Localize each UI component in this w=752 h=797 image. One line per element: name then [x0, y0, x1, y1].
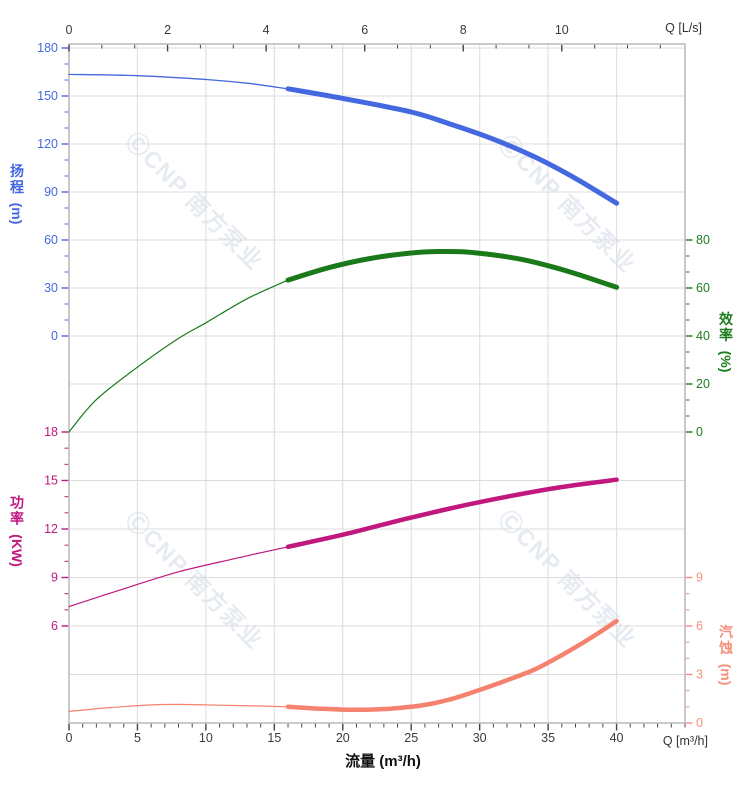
top-axis-unit-label: Q [L/s]: [665, 21, 702, 35]
power_curve-thin: [68, 546, 289, 608]
efficiency-axis-title: 效率 (%): [718, 311, 734, 373]
efficiency-axis-title-text: 效率: [718, 311, 734, 344]
bottom-tick-label: 30: [473, 731, 487, 745]
npsh_curve-thin: [68, 703, 289, 712]
power-tick-label: 15: [44, 474, 58, 488]
head-axis-title-text: 扬程: [9, 163, 25, 196]
power-tick-label: 18: [44, 425, 58, 439]
axis-labels-layer: 0 2 4 6 8 100 5 10 15 20 25 30 35 4003060901201501800…: [37, 23, 710, 745]
head-tick-label: 90: [44, 185, 58, 199]
top-tick-label: 10: [555, 23, 569, 37]
head-axis-title: 扬程 (m): [9, 163, 25, 225]
power-axis-title-text: 功率: [9, 495, 25, 528]
curves-layer: [68, 73, 620, 712]
efficiency_curve-thick: [285, 248, 620, 290]
efficiency-tick-label: 20: [696, 377, 710, 391]
npsh-tick-label: 3: [696, 668, 703, 682]
watermark-text: ⒸCNP 南方泵业: [493, 505, 641, 653]
power_curve-thick: [285, 477, 619, 550]
bottom-tick-label: 35: [541, 731, 555, 745]
npsh-axis-unit: (m): [718, 663, 734, 686]
head-tick-label: 30: [44, 281, 58, 295]
head-tick-label: 60: [44, 233, 58, 247]
head_curve-thin: [68, 73, 289, 90]
bottom-tick-label: 25: [404, 731, 418, 745]
efficiency-axis-unit: (%): [718, 350, 734, 373]
efficiency-tick-label: 0: [696, 425, 703, 439]
head-tick-label: 180: [37, 41, 58, 55]
bottom-tick-label: 40: [610, 731, 624, 745]
npsh_curve-thick: [285, 618, 619, 712]
bottom-axis-unit-label: Q [m³/h]: [662, 734, 708, 748]
top-tick-label: 4: [263, 23, 270, 37]
efficiency-tick-label: 40: [696, 329, 710, 343]
power-tick-label: 6: [51, 619, 58, 633]
grid-layer: [69, 44, 685, 723]
top-tick-label: 6: [361, 23, 368, 37]
power-axis-title: 功率 (KW): [9, 495, 25, 567]
plot-border: [68, 43, 686, 724]
npsh-tick-label: 6: [696, 619, 703, 633]
top-tick-label: 8: [460, 23, 467, 37]
npsh-tick-label: 0: [696, 716, 703, 730]
efficiency-tick-label: 80: [696, 233, 710, 247]
watermark-text: ⒸCNP 南方泵业: [120, 127, 268, 275]
flow-axis-title: 流量 (m³/h): [345, 753, 421, 770]
bottom-tick-label: 10: [199, 731, 213, 745]
head-tick-label: 0: [51, 329, 58, 343]
head-tick-label: 120: [37, 137, 58, 151]
efficiency-tick-label: 60: [696, 281, 710, 295]
bottom-tick-label: 5: [134, 731, 141, 745]
top-tick-label: 0: [66, 23, 73, 37]
efficiency_curve-thin: [68, 279, 289, 433]
power-axis-unit: (KW): [9, 534, 25, 567]
head-axis-unit: (m): [9, 202, 25, 225]
head_curve-thick: [285, 86, 620, 206]
bottom-tick-label: 15: [267, 731, 281, 745]
npsh-axis-title: 汽蚀 (m): [718, 624, 734, 686]
head-tick-label: 150: [37, 89, 58, 103]
bottom-tick-label: 0: [66, 731, 73, 745]
top-tick-label: 2: [164, 23, 171, 37]
power-tick-label: 12: [44, 522, 58, 536]
axis-ticks-layer: [61, 44, 693, 731]
npsh-axis-title-text: 汽蚀: [718, 624, 734, 657]
watermark-text: ⒸCNP 南方泵业: [120, 506, 268, 654]
bottom-tick-label: 20: [336, 731, 350, 745]
power-tick-label: 9: [51, 571, 58, 585]
npsh-tick-label: 9: [696, 571, 703, 585]
